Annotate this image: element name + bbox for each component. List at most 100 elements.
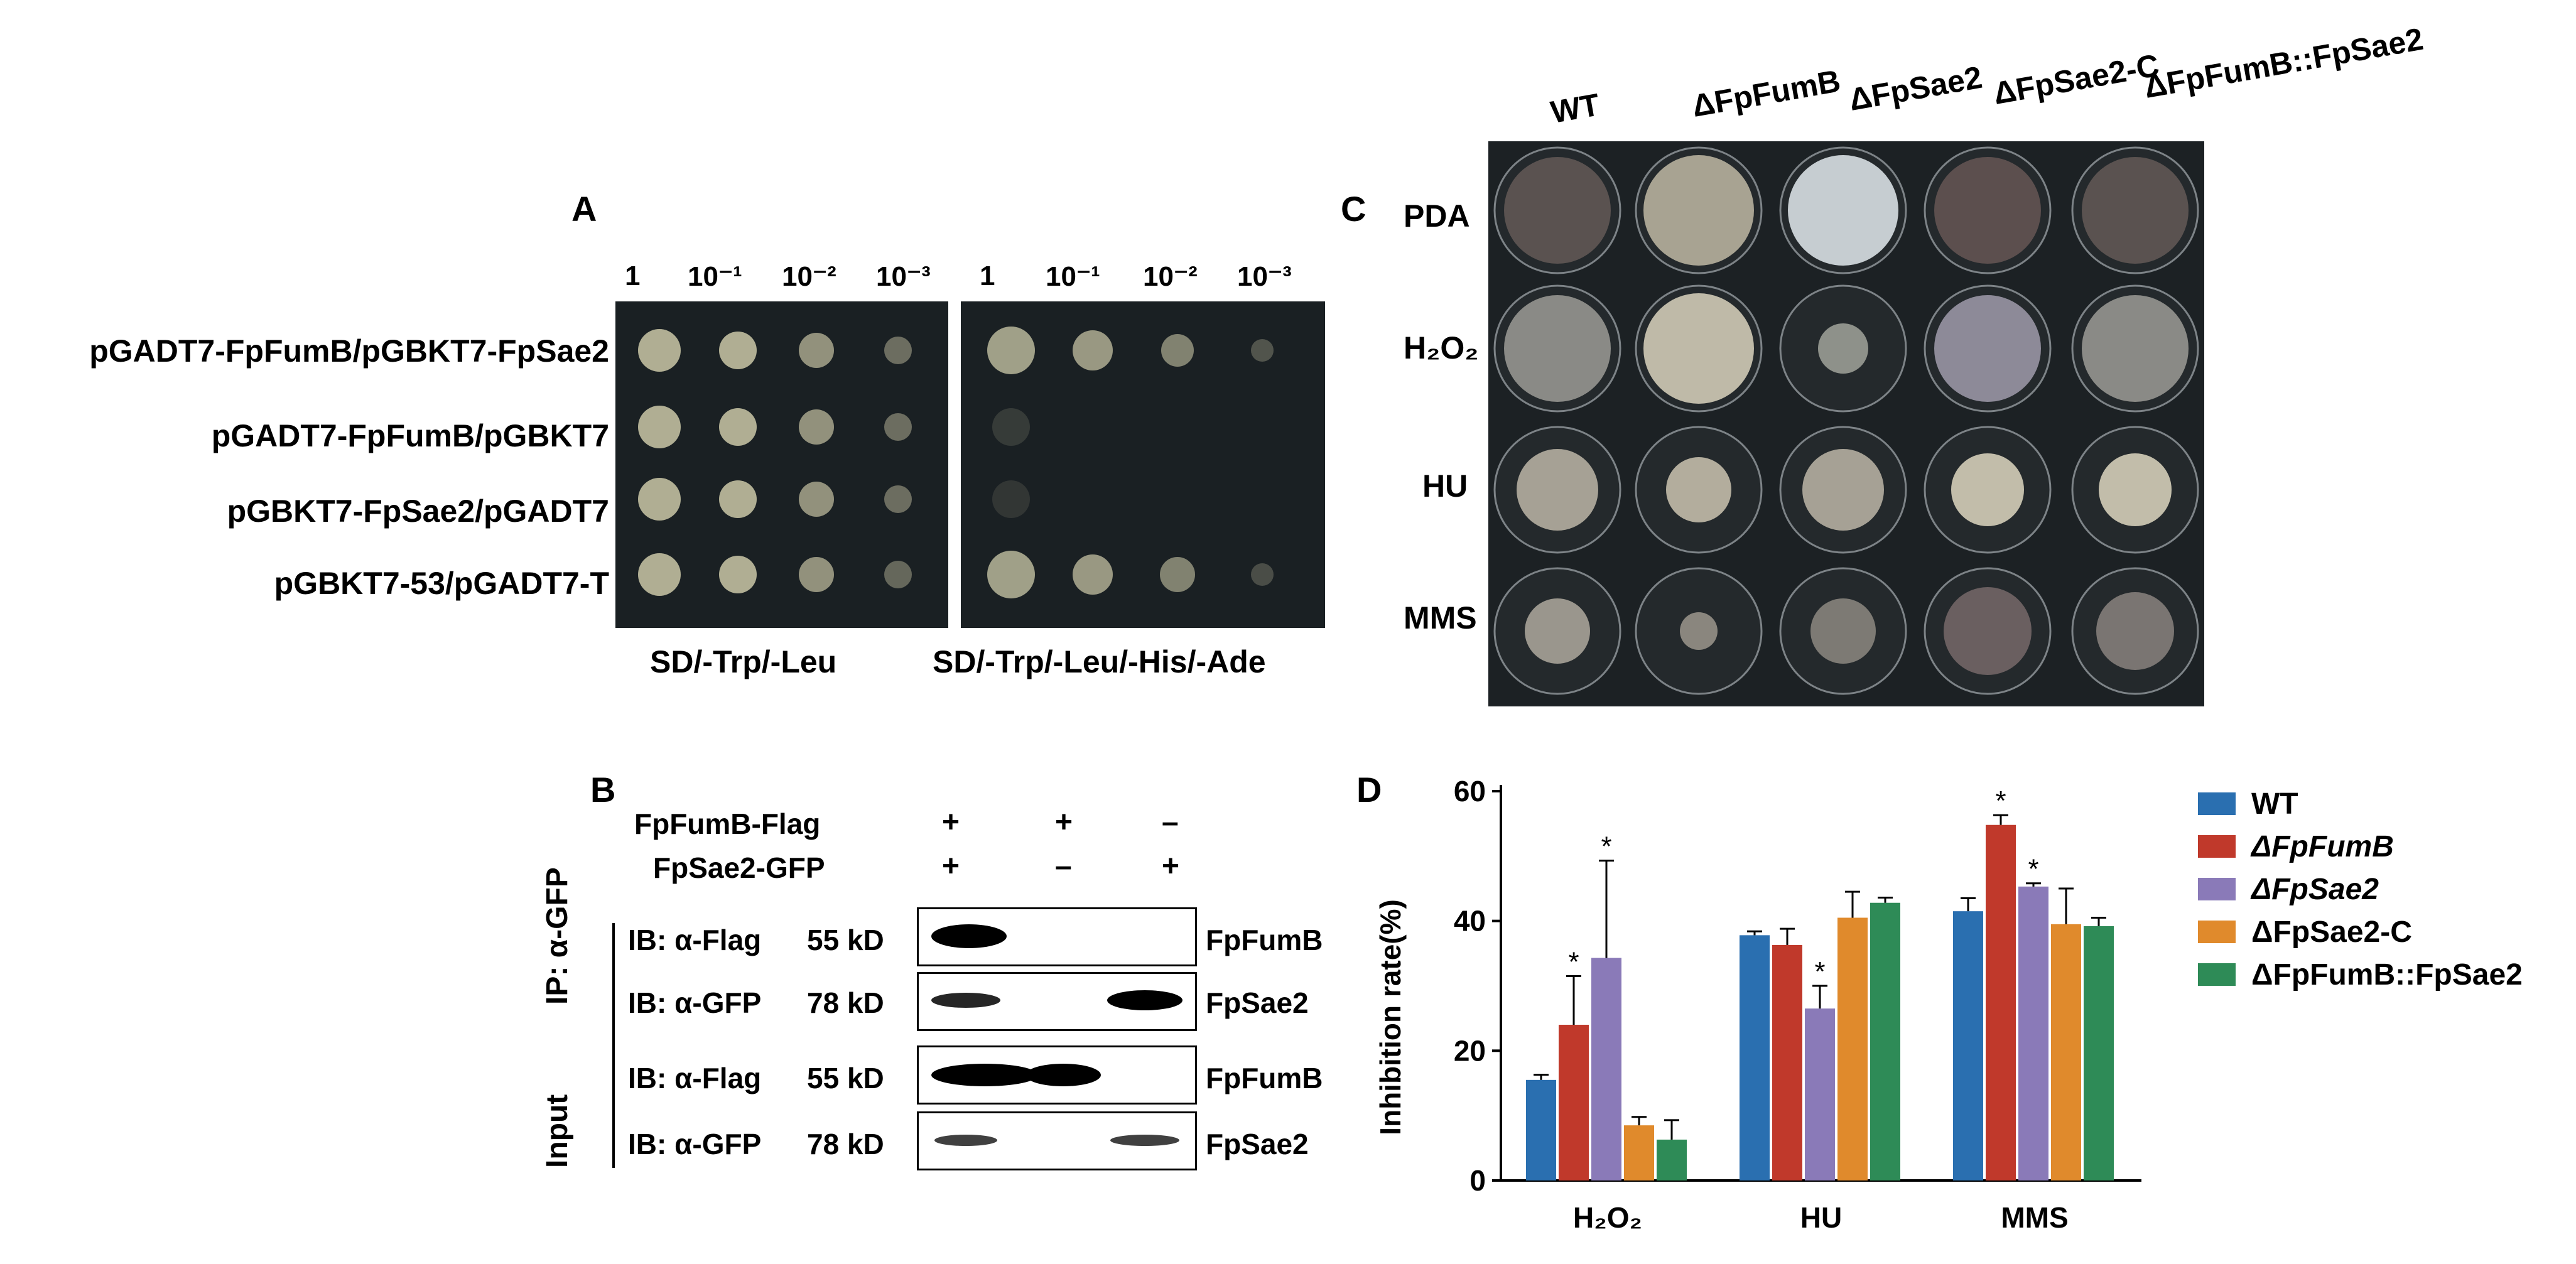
blot-protein: FpFumB xyxy=(1206,924,1323,956)
x-tick-label: MMS xyxy=(2001,1201,2068,1234)
bar xyxy=(1559,1025,1589,1180)
y-tick-label: 60 xyxy=(1454,775,1486,808)
y2h-row-label: pGADT7-FpFumB/pGBKT7-FpSae2 xyxy=(89,333,609,369)
bar xyxy=(1591,958,1621,1180)
y2h-plate-right xyxy=(961,301,1325,628)
band xyxy=(1026,1064,1101,1086)
sign: + xyxy=(942,806,960,839)
blot-panel xyxy=(917,907,1197,966)
blot-size: 78 kD xyxy=(807,986,884,1019)
bar xyxy=(1870,902,1900,1180)
dilution-label: 10⁻¹ xyxy=(1046,261,1100,292)
y-tick-label: 20 xyxy=(1454,1034,1486,1067)
legend-swatch xyxy=(2198,792,2236,815)
y-tick-label: 40 xyxy=(1454,905,1486,937)
group-bracket xyxy=(612,923,615,1067)
legend-label: WT xyxy=(2251,787,2298,821)
significance-marker: * xyxy=(1568,947,1579,978)
sign: + xyxy=(1162,850,1180,883)
panel-a-letter: A xyxy=(571,189,597,229)
legend-swatch xyxy=(2198,835,2236,858)
blot-ib: IB: α-Flag xyxy=(628,924,762,956)
blot-panel xyxy=(917,1111,1197,1170)
strain-header: ΔFpSae2-C xyxy=(1991,47,2162,112)
panel-d-letter: D xyxy=(1356,770,1382,809)
condition-label: PDA xyxy=(1404,198,1470,234)
band xyxy=(931,924,1007,948)
blot-panel xyxy=(917,972,1197,1031)
significance-marker: * xyxy=(1601,831,1611,862)
dilution-label: 1 xyxy=(625,261,641,291)
blot-ib: IB: α-Flag xyxy=(628,1062,762,1094)
blot-ib: IB: α-GFP xyxy=(628,986,762,1019)
group-bracket xyxy=(612,1067,615,1168)
legend-label: ΔFpFumB::FpSae2 xyxy=(2251,958,2523,991)
construct-label: FpSae2-GFP xyxy=(653,851,825,884)
bar xyxy=(1805,1008,1835,1180)
bar xyxy=(1624,1125,1654,1180)
significance-marker: * xyxy=(1995,786,2006,816)
band xyxy=(1110,1135,1179,1146)
significance-marker: * xyxy=(1814,956,1825,987)
strain-header: ΔFpFumB xyxy=(1689,63,1843,124)
legend-label: ΔFpFumB xyxy=(2251,830,2394,863)
legend-label: ΔFpSae2-C xyxy=(2251,916,2412,949)
dilution-label: 10⁻³ xyxy=(876,261,931,292)
condition-label: H₂O₂ xyxy=(1404,330,1479,365)
bar xyxy=(1740,935,1770,1180)
band xyxy=(931,1064,1038,1086)
strain-header: ΔFpFumB::FpSae2 xyxy=(2141,21,2426,105)
sign: + xyxy=(942,850,960,883)
panel-b-letter: B xyxy=(590,770,616,809)
fungal-plates-grid xyxy=(1488,141,2204,706)
dilution-label: 10⁻² xyxy=(1143,261,1198,292)
y2h-row-label: pGBKT7-FpSae2/pGADT7 xyxy=(227,494,609,529)
y2h-plate-left xyxy=(615,301,948,628)
dilution-label: 10⁻³ xyxy=(1237,261,1292,292)
dilution-label: 10⁻² xyxy=(782,261,836,292)
blot-ib: IB: α-GFP xyxy=(628,1128,762,1160)
construct-label: FpFumB-Flag xyxy=(634,808,821,840)
blot-protein: FpSae2 xyxy=(1206,1128,1309,1160)
legend-label: ΔFpSae2 xyxy=(2251,873,2379,906)
bar xyxy=(1953,911,1983,1180)
x-tick-label: HU xyxy=(1800,1201,1842,1234)
bar xyxy=(2084,926,2114,1180)
bar xyxy=(1986,824,2016,1180)
sign: + xyxy=(1055,806,1073,839)
blot-protein: FpSae2 xyxy=(1206,986,1309,1019)
band xyxy=(1107,990,1182,1010)
band xyxy=(931,993,1000,1008)
legend-swatch xyxy=(2198,921,2236,943)
legend-swatch xyxy=(2198,878,2236,900)
strain-header: ΔFpSae2 xyxy=(1846,59,1985,118)
blot-protein: FpFumB xyxy=(1206,1062,1323,1094)
group-label-input: Input xyxy=(541,1094,574,1168)
bar xyxy=(2018,886,2048,1180)
condition-label: HU xyxy=(1422,468,1468,504)
legend-swatch xyxy=(2198,963,2236,986)
significance-marker: * xyxy=(2028,854,2038,885)
blot-panel xyxy=(917,1045,1197,1105)
bar xyxy=(1657,1139,1687,1180)
dilution-label: 10⁻¹ xyxy=(688,261,742,292)
y2h-row-label: pGADT7-FpFumB/pGBKT7 xyxy=(211,418,609,453)
panel-c-letter: C xyxy=(1341,189,1366,229)
dilution-label: 1 xyxy=(980,261,995,291)
inhibition-bar-chart: Inhibition rate(%) 0 20 40 60 H₂O₂ HU MMS * * * *… xyxy=(1374,775,2141,1234)
blot-size: 55 kD xyxy=(807,924,884,956)
y-axis-label: Inhibition rate(%) xyxy=(1374,899,1407,1135)
bar xyxy=(1526,1079,1556,1180)
condition-label: MMS xyxy=(1404,600,1477,635)
bar xyxy=(1772,944,1802,1180)
bar xyxy=(1837,917,1868,1180)
blot-size: 55 kD xyxy=(807,1062,884,1094)
blot-size: 78 kD xyxy=(807,1128,884,1160)
medium-label: SD/-Trp/-Leu xyxy=(650,644,837,679)
medium-label: SD/-Trp/-Leu/-His/-Ade xyxy=(933,644,1266,679)
band xyxy=(934,1135,997,1146)
bar xyxy=(2051,924,2081,1180)
strain-header: WT xyxy=(1548,87,1603,131)
group-label-ip: IP: α-GFP xyxy=(541,867,574,1005)
y-tick-label: 0 xyxy=(1469,1164,1486,1197)
